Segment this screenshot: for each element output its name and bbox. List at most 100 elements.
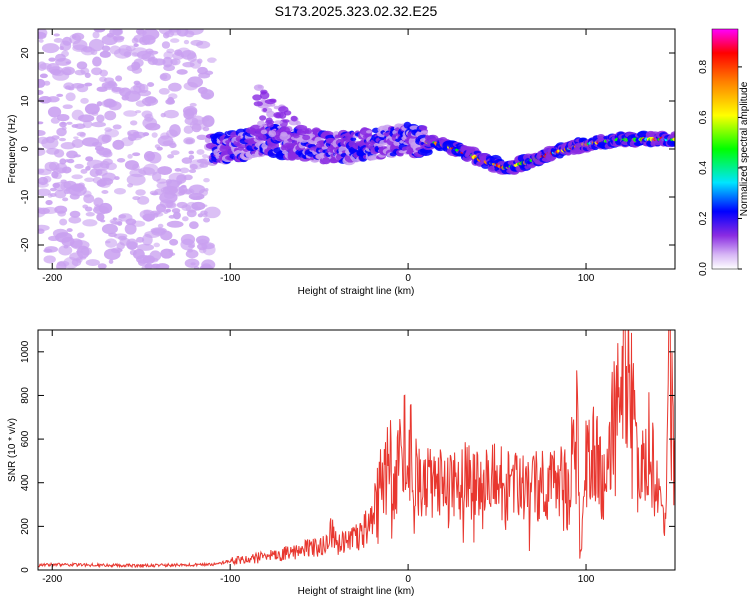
heatmap-blob <box>257 120 266 127</box>
heatmap-blob <box>301 71 311 79</box>
heatmap-blob <box>142 233 153 246</box>
heatmap-blob <box>88 38 105 52</box>
heatmap-blob <box>157 223 164 228</box>
heatmap-blob <box>376 225 381 230</box>
heatmap-blob <box>61 50 69 57</box>
heatmap-blob <box>62 197 69 202</box>
heatmap-blob <box>271 62 276 66</box>
heatmap-blob <box>179 167 190 174</box>
heatmap-blob <box>343 54 352 59</box>
heatmap-blob <box>91 67 103 76</box>
heatmap-blob <box>395 201 404 206</box>
heatmap-blob <box>280 126 291 134</box>
heatmap-blob <box>167 154 175 159</box>
heatmap-blob <box>38 96 52 104</box>
heatmap-blob <box>48 57 56 62</box>
spectrogram-ylabel: Frequency (Hz) <box>7 115 18 184</box>
heatmap-blob <box>183 81 198 91</box>
heatmap-blob <box>55 232 73 243</box>
heatmap-blob <box>188 169 197 174</box>
heatmap-blob <box>53 37 64 43</box>
heatmap-blob <box>282 216 288 219</box>
heatmap-blob <box>54 181 66 192</box>
heatmap-blob <box>233 88 243 96</box>
heatmap-blob <box>254 54 263 60</box>
heatmap-blob <box>166 48 175 54</box>
heatmap-blob <box>385 225 390 229</box>
heatmap-blob <box>382 172 388 176</box>
heatmap-blob <box>105 240 111 244</box>
heatmap-blob <box>328 115 334 119</box>
heatmap-blob <box>152 58 166 66</box>
heatmap-blob <box>189 163 198 170</box>
heatmap-blob <box>42 206 58 214</box>
heatmap-blob <box>277 229 283 234</box>
heatmap-blob <box>113 36 124 43</box>
heatmap-blob <box>124 223 137 235</box>
heatmap-blob <box>263 176 273 182</box>
heatmap-blob <box>99 76 107 83</box>
heatmap-blob <box>170 59 178 66</box>
heatmap-blob <box>70 240 90 250</box>
heatmap-blob <box>166 220 184 228</box>
heatmap-blob <box>71 124 79 128</box>
heatmap-blob <box>241 59 246 63</box>
heatmap-blob <box>126 241 138 250</box>
heatmap-blob <box>133 80 141 86</box>
heatmap-blob <box>202 154 208 159</box>
heatmap-blob <box>38 129 46 136</box>
heatmap-blob <box>137 195 150 205</box>
heatmap-blob <box>321 157 331 165</box>
heatmap-blob <box>414 198 420 205</box>
snr-y-tick-label: 600 <box>20 430 31 447</box>
heatmap-blob <box>297 137 303 141</box>
heatmap-blob <box>423 216 428 220</box>
heatmap-blob <box>43 80 51 86</box>
spectrogram-y-tick-label: -10 <box>20 189 31 204</box>
heatmap-blob <box>187 248 194 253</box>
heatmap-blob <box>400 176 405 180</box>
heatmap-blob <box>245 242 253 246</box>
heatmap-blob <box>278 106 289 113</box>
heatmap-blob <box>417 230 428 237</box>
heatmap-blob <box>176 69 188 75</box>
heatmap-blob <box>142 213 156 222</box>
heatmap-blob <box>225 106 232 112</box>
heatmap-blob <box>419 61 430 68</box>
heatmap-blob <box>308 182 315 187</box>
spectrogram-x-tick-label: -100 <box>220 273 240 284</box>
heatmap-blob <box>151 132 158 138</box>
heatmap-blob <box>366 233 373 237</box>
heatmap-blob <box>176 201 188 209</box>
heatmap-blob <box>85 156 94 162</box>
heatmap-blob <box>412 109 419 113</box>
heatmap-blob <box>82 219 98 227</box>
heatmap-blob <box>302 129 310 134</box>
heatmap-blob <box>76 61 88 70</box>
heatmap-blob <box>196 134 208 141</box>
heatmap-blob <box>406 235 411 239</box>
heatmap-blob <box>150 210 161 216</box>
heatmap-blob <box>80 168 88 174</box>
heatmap-blob <box>127 132 132 137</box>
heatmap-blob <box>84 177 95 183</box>
spectrogram-x-tick-label: -200 <box>42 273 62 284</box>
heatmap-blob <box>291 165 297 170</box>
heatmap-blob <box>181 216 189 222</box>
heatmap-blob <box>77 232 85 239</box>
heatmap-blob <box>131 220 146 227</box>
heatmap-blob <box>189 102 197 107</box>
heatmap-blob <box>45 200 53 206</box>
heatmap-blob <box>204 206 221 219</box>
heatmap-blob <box>260 129 268 135</box>
heatmap-blob <box>145 48 154 54</box>
heatmap-blob <box>58 245 73 256</box>
heatmap-blob <box>185 201 199 213</box>
heatmap-blob <box>51 135 60 140</box>
heatmap-blob <box>184 30 195 38</box>
heatmap-blob <box>131 37 139 44</box>
heatmap-blob <box>393 216 402 221</box>
heatmap-blob <box>290 132 298 137</box>
heatmap-blob <box>85 259 100 267</box>
